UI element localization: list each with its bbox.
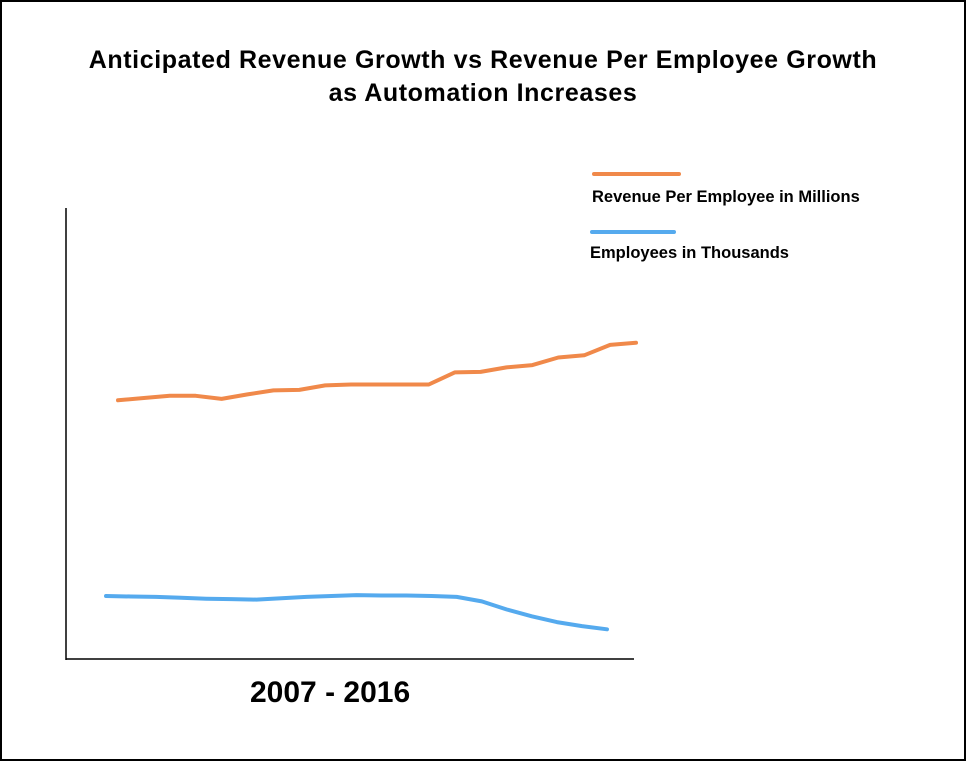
legend-label-revenue-per-employee: Revenue Per Employee in Millions	[592, 188, 860, 206]
series-layer	[104, 340, 638, 632]
chart-title-line-1: Anticipated Revenue Growth vs Revenue Pe…	[88, 46, 878, 74]
series-line-revenue-per-employee	[116, 340, 638, 403]
series-line-employees	[104, 593, 609, 632]
chart-title-line-2: as Automation Increases	[328, 79, 638, 107]
x-axis-label: 2007 - 2016	[250, 676, 411, 709]
legend-label-employees: Employees in Thousands	[590, 244, 789, 262]
chart-title: Anticipated Revenue Growth vs Revenue Pe…	[2, 44, 964, 110]
